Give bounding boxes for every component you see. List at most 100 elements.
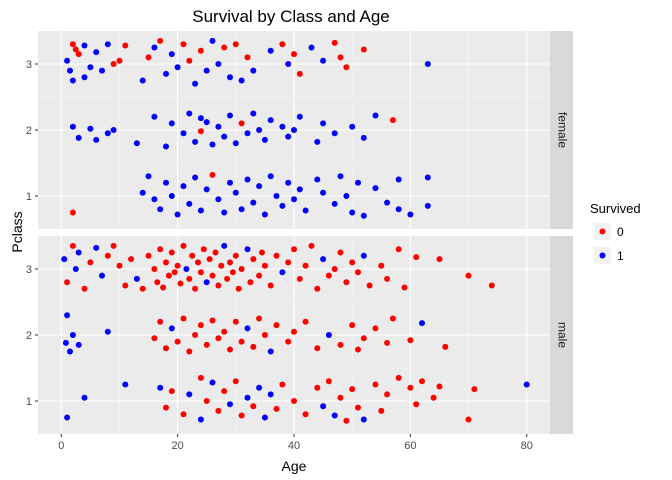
- data-point-survived-1: [104, 328, 111, 335]
- data-point-survived-1: [384, 199, 391, 206]
- data-point-survived-1: [99, 272, 105, 279]
- data-point-survived-0: [151, 266, 158, 272]
- data-point-survived-1: [302, 207, 309, 214]
- data-point-survived-1: [331, 412, 338, 419]
- data-point-survived-0: [224, 275, 231, 282]
- legend-key-point: [599, 252, 606, 259]
- data-point-survived-1: [163, 179, 169, 186]
- data-point-survived-1: [331, 130, 338, 137]
- data-point-survived-1: [122, 381, 129, 388]
- data-point-survived-1: [221, 242, 228, 249]
- data-point-survived-1: [69, 332, 76, 338]
- data-point-survived-0: [360, 46, 367, 53]
- data-point-survived-1: [296, 186, 303, 193]
- data-point-survived-0: [232, 252, 239, 259]
- data-point-survived-1: [157, 206, 164, 213]
- data-point-survived-1: [232, 140, 239, 147]
- data-point-survived-0: [259, 249, 265, 256]
- data-point-survived-0: [186, 275, 193, 282]
- data-point-survived-0: [267, 282, 274, 289]
- data-point-survived-0: [206, 256, 213, 263]
- data-point-survived-1: [285, 179, 292, 186]
- data-point-survived-0: [110, 61, 117, 67]
- data-point-survived-1: [360, 416, 367, 423]
- data-point-survived-1: [180, 130, 187, 137]
- data-point-survived-1: [81, 394, 88, 401]
- data-point-survived-0: [110, 242, 117, 249]
- data-point-survived-1: [209, 37, 216, 44]
- data-point-survived-1: [168, 325, 175, 332]
- data-point-survived-1: [209, 379, 216, 386]
- facet-strip-label: male: [555, 322, 569, 348]
- data-point-survived-0: [442, 343, 449, 350]
- data-point-survived-1: [227, 401, 233, 408]
- data-point-survived-0: [215, 335, 222, 342]
- data-point-survived-0: [116, 262, 123, 269]
- data-point-survived-1: [180, 183, 187, 190]
- data-point-survived-1: [279, 269, 286, 276]
- data-point-survived-1: [424, 61, 431, 67]
- data-point-survived-0: [331, 39, 338, 46]
- data-point-survived-0: [471, 386, 478, 393]
- data-point-survived-0: [197, 128, 204, 135]
- data-point-survived-1: [69, 123, 76, 130]
- data-point-survived-1: [238, 77, 245, 84]
- data-point-survived-0: [151, 335, 158, 342]
- data-point-survived-1: [360, 134, 367, 141]
- data-point-survived-0: [384, 339, 391, 346]
- data-point-survived-1: [267, 348, 274, 355]
- data-point-survived-1: [67, 348, 73, 355]
- x-tick-label: 0: [58, 440, 64, 452]
- data-point-survived-0: [279, 381, 286, 388]
- data-point-survived-0: [197, 322, 204, 329]
- data-point-survived-1: [227, 112, 233, 119]
- data-point-survived-0: [372, 381, 379, 388]
- data-point-survived-1: [192, 174, 199, 181]
- data-point-survived-0: [465, 272, 472, 279]
- data-point-survived-0: [197, 374, 204, 381]
- data-point-survived-0: [238, 266, 245, 272]
- data-point-survived-0: [186, 348, 193, 355]
- y-axis-ticks: 1 2 3: [26, 264, 38, 408]
- data-point-survived-1: [291, 127, 297, 133]
- data-point-survived-1: [360, 212, 367, 219]
- data-point-survived-1: [320, 403, 327, 410]
- data-point-survived-0: [247, 279, 254, 286]
- data-point-survived-1: [261, 211, 268, 218]
- data-point-survived-1: [183, 266, 190, 272]
- data-point-survived-1: [285, 61, 292, 67]
- data-point-survived-0: [122, 282, 129, 289]
- data-point-survived-0: [355, 346, 361, 353]
- legend: Survived 01: [590, 201, 641, 264]
- legend-label: 1: [617, 249, 624, 263]
- data-point-survived-1: [523, 381, 530, 388]
- data-point-survived-0: [389, 315, 396, 322]
- data-point-survived-1: [250, 110, 257, 117]
- data-point-survived-1: [197, 207, 204, 214]
- data-point-survived-0: [163, 404, 169, 411]
- data-point-survived-1: [320, 120, 327, 127]
- data-point-survived-0: [261, 262, 268, 269]
- data-point-survived-1: [110, 127, 117, 133]
- data-point-survived-1: [139, 77, 146, 84]
- data-point-survived-1: [64, 57, 71, 64]
- data-point-survived-1: [64, 312, 71, 319]
- data-point-survived-1: [261, 414, 268, 421]
- data-point-survived-0: [285, 338, 292, 345]
- data-point-survived-0: [197, 269, 204, 276]
- data-point-survived-1: [244, 246, 251, 253]
- data-point-survived-0: [349, 322, 356, 329]
- data-point-survived-1: [279, 123, 286, 130]
- data-point-survived-0: [180, 411, 187, 418]
- panel-points: [64, 37, 431, 219]
- data-point-survived-1: [104, 41, 111, 48]
- data-point-survived-1: [419, 320, 425, 327]
- data-point-survived-0: [337, 54, 344, 61]
- data-point-survived-0: [221, 388, 228, 395]
- panel-points: [61, 242, 530, 424]
- data-point-survived-1: [314, 176, 321, 183]
- data-point-survived-1: [168, 120, 175, 127]
- data-point-survived-0: [116, 57, 123, 64]
- facet-panel-female: female 1 2 3: [26, 31, 573, 229]
- data-point-survived-0: [197, 47, 204, 54]
